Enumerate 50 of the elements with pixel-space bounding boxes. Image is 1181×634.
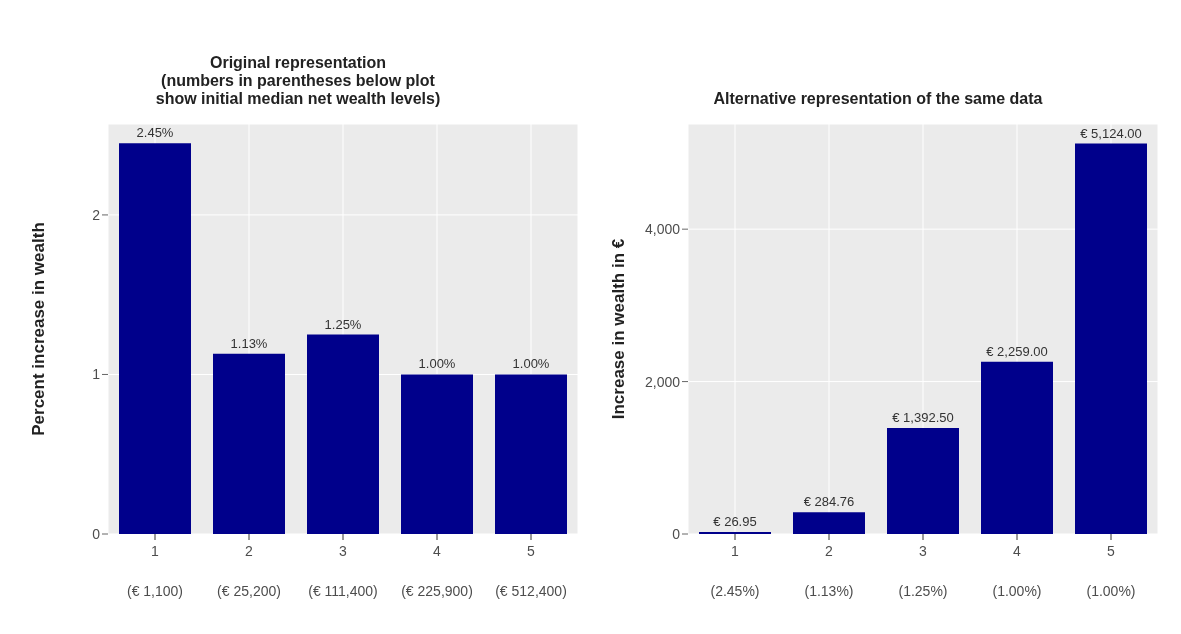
data-label: € 1,392.50 [892,409,954,425]
text: (1.13%) [804,583,854,599]
text: (1.00%) [992,583,1042,599]
text: (1.25%) [898,583,948,599]
x-tick-label: 1 [151,543,160,559]
bar [887,427,959,534]
x-tick-label: 4 [433,543,442,559]
y-tick-label: 2 [92,206,101,223]
x-tick-label: 5 [527,543,536,559]
y-tick-label: 0 [672,525,681,542]
x-tick-label: 2 [245,543,254,559]
y-tick-label: 2,000 [644,373,681,390]
data-label: 1.25% [324,316,362,332]
x-tick-label: 3 [919,543,928,559]
x-tick-label: 5 [1107,543,1116,559]
bar [119,143,191,534]
y-axis-title: Percent increase in wealth [29,222,49,436]
bar [793,512,865,534]
bar [307,334,379,534]
x-tick-label: 4 [1013,543,1022,559]
bar [1075,143,1147,534]
text: (€ 225,900) [401,583,473,599]
data-label: 1.13% [230,335,268,351]
data-label: 1.00% [418,356,456,372]
y-axis-title: Increase in wealth in € [609,238,629,420]
data-label: € 284.76 [803,494,855,510]
text: (€ 111,400) [308,583,378,599]
y-tick-label: 4,000 [644,221,681,238]
x-tick-label: 1 [731,543,740,559]
data-label: 1.00% [512,356,550,372]
bar [981,361,1053,534]
chart-title: Alternative representation of the same data [713,90,1043,108]
x-tick-label: 3 [339,543,348,559]
text: (2.45%) [710,583,760,599]
data-label: € 5,124.00 [1080,125,1142,141]
bar [401,374,473,534]
data-label: 2.45% [136,125,174,141]
text: (€ 512,400) [495,583,567,599]
text: (€ 25,200) [217,583,281,599]
data-label: € 26.95 [713,513,757,529]
bar [495,374,567,534]
y-tick-label: 0 [92,525,101,542]
text: (1.00%) [1086,583,1136,599]
data-label: € 2,259.00 [986,343,1048,359]
y-tick-label: 1 [92,366,101,383]
bar [699,531,771,534]
x-tick-label: 2 [825,543,834,559]
chart-title: Original representation (numbers in parentheses below plot show initial median net wealth levels) [155,54,441,108]
bar [213,353,285,534]
text: (€ 1,100) [126,583,184,599]
